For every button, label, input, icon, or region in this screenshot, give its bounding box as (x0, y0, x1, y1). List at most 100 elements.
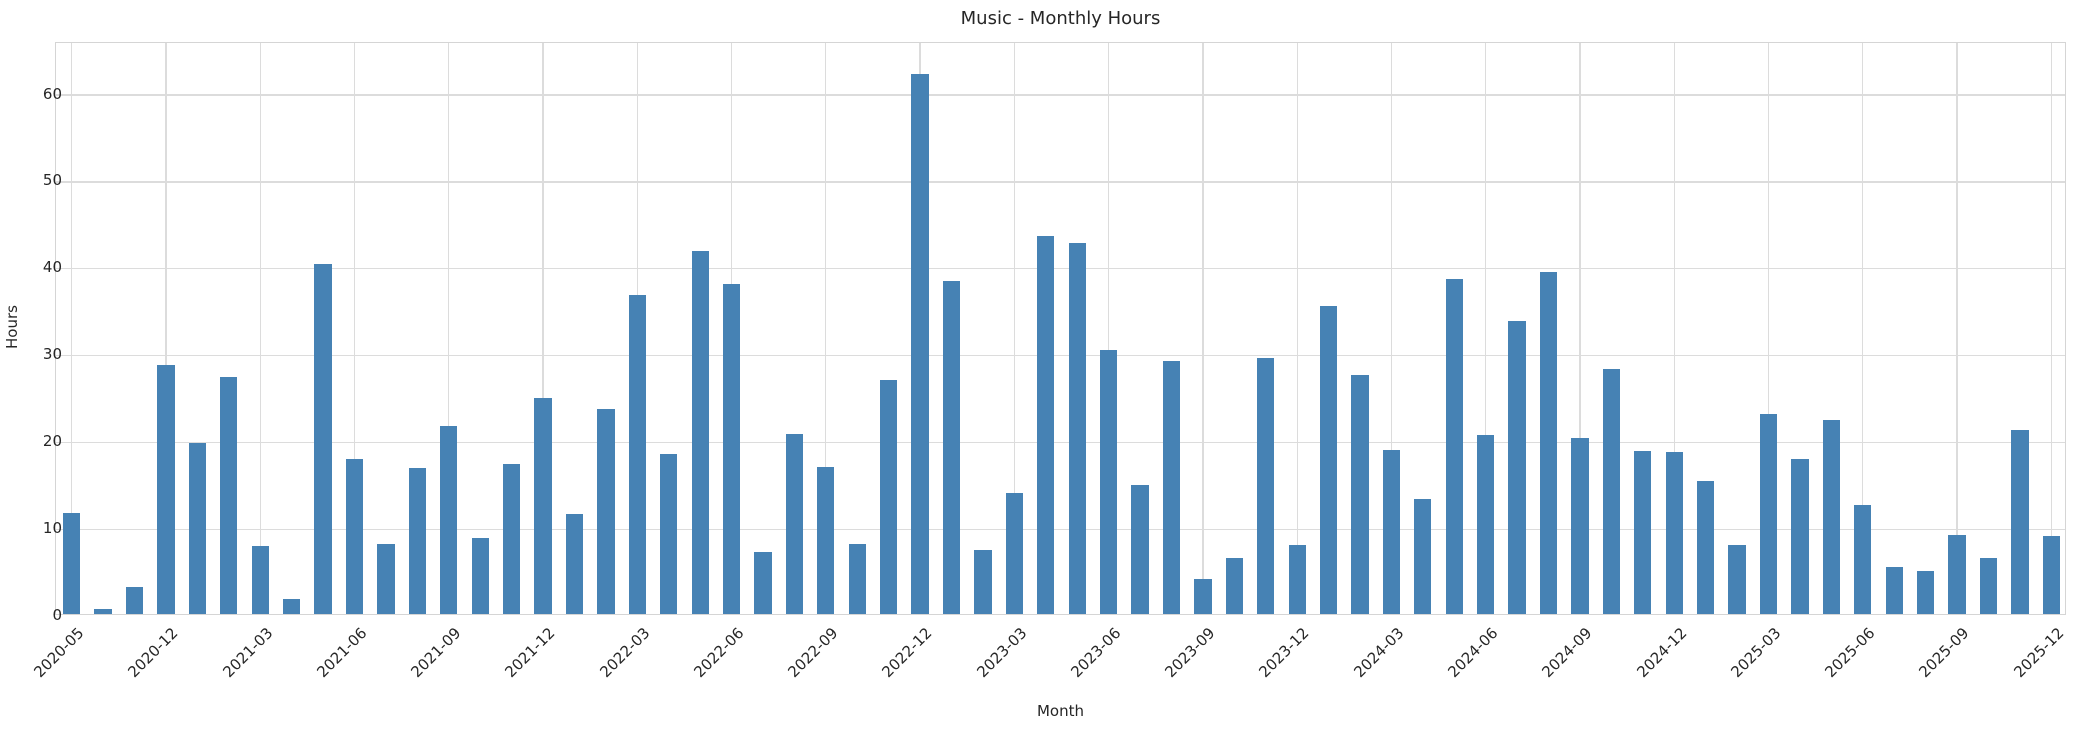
bar (283, 599, 301, 614)
bar (2011, 429, 2029, 614)
x-gridline (1767, 43, 1770, 614)
bar (1948, 535, 1966, 614)
x-gridline (71, 43, 73, 614)
bar (754, 551, 772, 614)
bar (1005, 493, 1023, 614)
bar (1854, 504, 1872, 614)
bar (1477, 435, 1495, 614)
chart-title: Music - Monthly Hours (960, 8, 1161, 29)
bar (502, 463, 521, 614)
x-gridline (353, 43, 356, 614)
x-gridline (1485, 43, 1487, 614)
y-gridline (56, 354, 2065, 357)
bar (785, 434, 804, 614)
bar (817, 467, 835, 614)
bar (1822, 420, 1840, 614)
bar (220, 377, 238, 614)
bar (1571, 437, 1589, 614)
x-gridline (1956, 43, 1958, 614)
y-gridline (56, 181, 2065, 183)
x-gridline (1202, 43, 1204, 614)
bar (1539, 271, 1558, 614)
bar (628, 294, 646, 614)
x-gridline (1673, 43, 1675, 614)
bar (1099, 350, 1118, 614)
x-gridline (1862, 43, 1864, 614)
bar (1068, 243, 1086, 614)
x-axis-label: Month (1036, 702, 1084, 720)
bar (660, 454, 678, 614)
x-gridline (165, 43, 167, 614)
bar (1037, 236, 1055, 614)
bar (1382, 449, 1401, 614)
bar (1319, 305, 1338, 614)
bar (974, 549, 992, 614)
bar (125, 587, 144, 614)
y-tick-label: 10 (42, 518, 62, 537)
bar (440, 425, 458, 614)
x-gridline (1296, 43, 1298, 614)
x-gridline (1013, 43, 1015, 614)
x-gridline (448, 43, 450, 614)
y-tick-label: 20 (42, 431, 62, 450)
y-gridline (56, 268, 2065, 270)
bar (597, 409, 615, 614)
bar (1225, 557, 1243, 614)
x-gridline (542, 43, 544, 614)
y-tick-label: 40 (42, 258, 62, 277)
bar (880, 380, 898, 614)
bar (1351, 375, 1369, 614)
bar (722, 284, 741, 614)
bar (94, 608, 112, 614)
bar (1162, 361, 1181, 614)
bar (1791, 459, 1809, 614)
y-tick-label: 60 (42, 84, 62, 103)
bar (408, 468, 426, 614)
bar (1759, 414, 1778, 614)
bar (1634, 450, 1652, 614)
x-gridline (259, 43, 261, 614)
bar (848, 543, 866, 614)
y-tick-label: 50 (42, 171, 62, 190)
y-gridline (56, 94, 2065, 96)
x-gridline (1107, 43, 1110, 614)
bar (1131, 484, 1149, 614)
bar (534, 397, 552, 614)
bar (1445, 278, 1463, 614)
y-gridline (56, 528, 2065, 530)
bar (1602, 369, 1621, 614)
bar (251, 546, 269, 614)
x-gridline (1579, 43, 1581, 614)
bar (471, 538, 489, 614)
bar (157, 364, 175, 614)
bar (691, 251, 709, 614)
bar (1885, 567, 1903, 614)
bar (1728, 544, 1746, 614)
bar (1916, 571, 1935, 614)
y-tick-label: 30 (42, 345, 62, 364)
bar (1257, 357, 1275, 614)
bar (2042, 535, 2060, 614)
bar (1194, 579, 1212, 614)
bar (1414, 499, 1432, 614)
bar (565, 514, 584, 614)
bar (377, 543, 395, 614)
bar (1697, 481, 1715, 614)
bar (1665, 451, 1683, 614)
bar (1508, 320, 1526, 614)
bar (1979, 558, 1998, 614)
bar (188, 442, 207, 614)
x-gridline (825, 43, 827, 614)
bar (1288, 545, 1306, 614)
x-gridline (2050, 43, 2052, 614)
y-gridline (56, 441, 2065, 443)
y-axis-label: Hours (3, 305, 21, 349)
bar (942, 280, 961, 614)
bar (63, 513, 81, 614)
bar (911, 74, 929, 614)
bar (314, 264, 332, 614)
y-tick-label: 0 (52, 605, 62, 624)
plot-area (55, 42, 2066, 615)
bar (345, 459, 364, 614)
